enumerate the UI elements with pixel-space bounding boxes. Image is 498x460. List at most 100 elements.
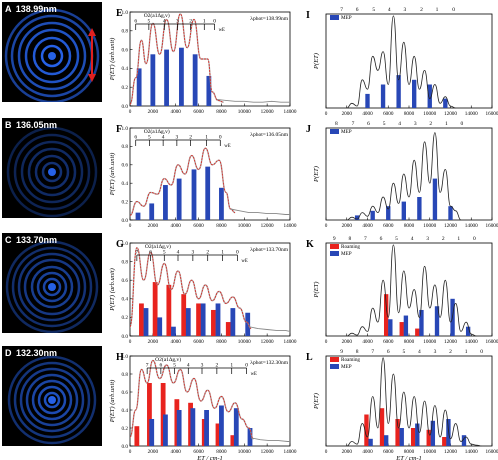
red-bar xyxy=(134,426,140,446)
y-axis-label: P(ET) (arb.unit) xyxy=(109,268,116,312)
x-tick-label: 12000 xyxy=(261,223,274,229)
y-tick-label: 0.0 xyxy=(122,444,129,450)
ring-a-3 xyxy=(17,21,87,91)
theory-curve xyxy=(346,15,456,109)
image-panel-a: A 138.99nm xyxy=(2,2,102,102)
comb-label: 4 xyxy=(162,135,165,141)
ring-d-6 xyxy=(7,355,97,445)
comb-label: 4 xyxy=(187,363,190,369)
top-vib-label: 8 xyxy=(335,121,338,127)
comb-label: 5 xyxy=(148,135,151,141)
fit-curve xyxy=(129,247,252,330)
ring-c-0 xyxy=(42,277,62,297)
comb-label: 3 xyxy=(201,363,204,369)
blue-bar xyxy=(204,410,209,446)
top-vib-label: 4 xyxy=(388,7,391,13)
panel-letter-i: I xyxy=(306,10,310,21)
ring-center-b xyxy=(48,168,56,176)
y-axis-label: P(ET) xyxy=(313,282,320,299)
x-tick-label: 0 xyxy=(325,449,328,455)
top-vib-label: 2 xyxy=(449,349,452,355)
panel-letter-a: A xyxy=(5,4,12,14)
ring-b-3 xyxy=(20,140,84,204)
x-tick-label: 4000 xyxy=(362,111,373,117)
x-tick-label: 12000 xyxy=(261,109,274,115)
comb-label: 4 xyxy=(177,250,180,256)
chart-panel-g: G 0 2000 4000 6000 8000 10000 12000 14000 0.0 0.2 0… xyxy=(109,239,297,345)
blue-bar xyxy=(200,303,206,336)
x-tick-label: 2000 xyxy=(342,449,353,455)
red-bar xyxy=(215,423,221,446)
ring-d-5 xyxy=(13,361,91,439)
x-tick-label: 0 xyxy=(129,449,132,455)
blue-bar xyxy=(157,317,163,336)
x-tick-label: 0 xyxy=(129,339,132,345)
fit-curve xyxy=(129,13,224,105)
top-vib-label: 1 xyxy=(436,7,439,13)
red-bar xyxy=(442,437,447,446)
legend-swatch xyxy=(330,129,339,134)
legend-entry: MEP xyxy=(341,15,352,21)
ring-center-c xyxy=(48,283,56,291)
comb-label: 6 xyxy=(149,250,152,256)
x-tick-label: 2000 xyxy=(342,223,353,229)
ring-c-3 xyxy=(23,258,81,316)
blue-bar xyxy=(388,319,393,336)
blue-bar xyxy=(150,54,156,106)
legend-swatch xyxy=(330,251,339,256)
red-bar xyxy=(410,428,416,446)
top-vib-label: 6 xyxy=(380,236,383,242)
fit-curve xyxy=(129,360,254,440)
x-tick-label: 16000 xyxy=(486,223,498,229)
comb-end-label: wE xyxy=(219,28,225,33)
y-tick-label: 0.0 xyxy=(122,334,129,340)
ring-b-4 xyxy=(13,133,91,211)
ring-b-1 xyxy=(34,154,70,190)
y-axis-label: P(ET) (arb.unit) xyxy=(109,38,116,82)
x-tick-label: 10000 xyxy=(423,339,436,345)
x-tick-label: 4000 xyxy=(171,109,182,115)
image-label-b: B 136.05nm xyxy=(5,120,57,130)
top-vib-label: 5 xyxy=(383,121,386,127)
red-bar xyxy=(399,322,404,336)
comb-label: 2 xyxy=(215,363,218,369)
top-vib-label: 3 xyxy=(403,7,406,13)
x-tick-label: 12000 xyxy=(444,223,457,229)
comb-label: 7 xyxy=(135,250,138,256)
blue-bar xyxy=(143,308,149,336)
comb-label: 2 xyxy=(189,135,192,141)
arrow-head-down xyxy=(88,74,96,82)
ring-b-0 xyxy=(41,161,63,183)
image-label-a: A 138.99nm xyxy=(5,4,57,14)
panel-letter-e: E xyxy=(116,8,123,19)
blue-bar xyxy=(164,49,169,106)
top-vib-label: 4 xyxy=(411,236,414,242)
lambda-label: λphot=136.05nm xyxy=(250,132,288,138)
y-tick-label: 0.6 xyxy=(122,278,129,284)
y-tick-label: 0.8 xyxy=(122,372,129,378)
x-tick-label: 6000 xyxy=(383,111,394,117)
x-tick-label: 14000 xyxy=(284,223,297,229)
red-bar xyxy=(230,435,236,446)
ring-a-5 xyxy=(4,8,100,102)
x-axis-label: ET / cm-1 xyxy=(196,455,223,460)
x-tick-label: 8000 xyxy=(404,339,415,345)
panel-letter-f: F xyxy=(116,124,122,135)
blue-bar xyxy=(370,210,375,220)
experimental-tail xyxy=(230,208,290,215)
top-vib-label: 6 xyxy=(367,121,370,127)
x-tick-label: 4000 xyxy=(362,339,373,345)
top-vib-label: 0 xyxy=(452,7,455,13)
blue-bar xyxy=(365,93,370,108)
comb-label: 6 xyxy=(159,363,162,369)
blue-bar xyxy=(383,435,389,446)
image-panel-d: D 132.30nm xyxy=(2,346,102,446)
blue-bar xyxy=(206,75,212,106)
x-tick-label: 2000 xyxy=(148,109,159,115)
top-vib-label: 7 xyxy=(371,349,374,355)
top-vib-label: 1 xyxy=(465,349,468,355)
image-label-d: D 132.30nm xyxy=(5,348,57,358)
y-tick-label: 1.0 xyxy=(122,10,129,16)
x-tick-label: 6000 xyxy=(193,339,204,345)
blue-bar xyxy=(432,178,438,220)
